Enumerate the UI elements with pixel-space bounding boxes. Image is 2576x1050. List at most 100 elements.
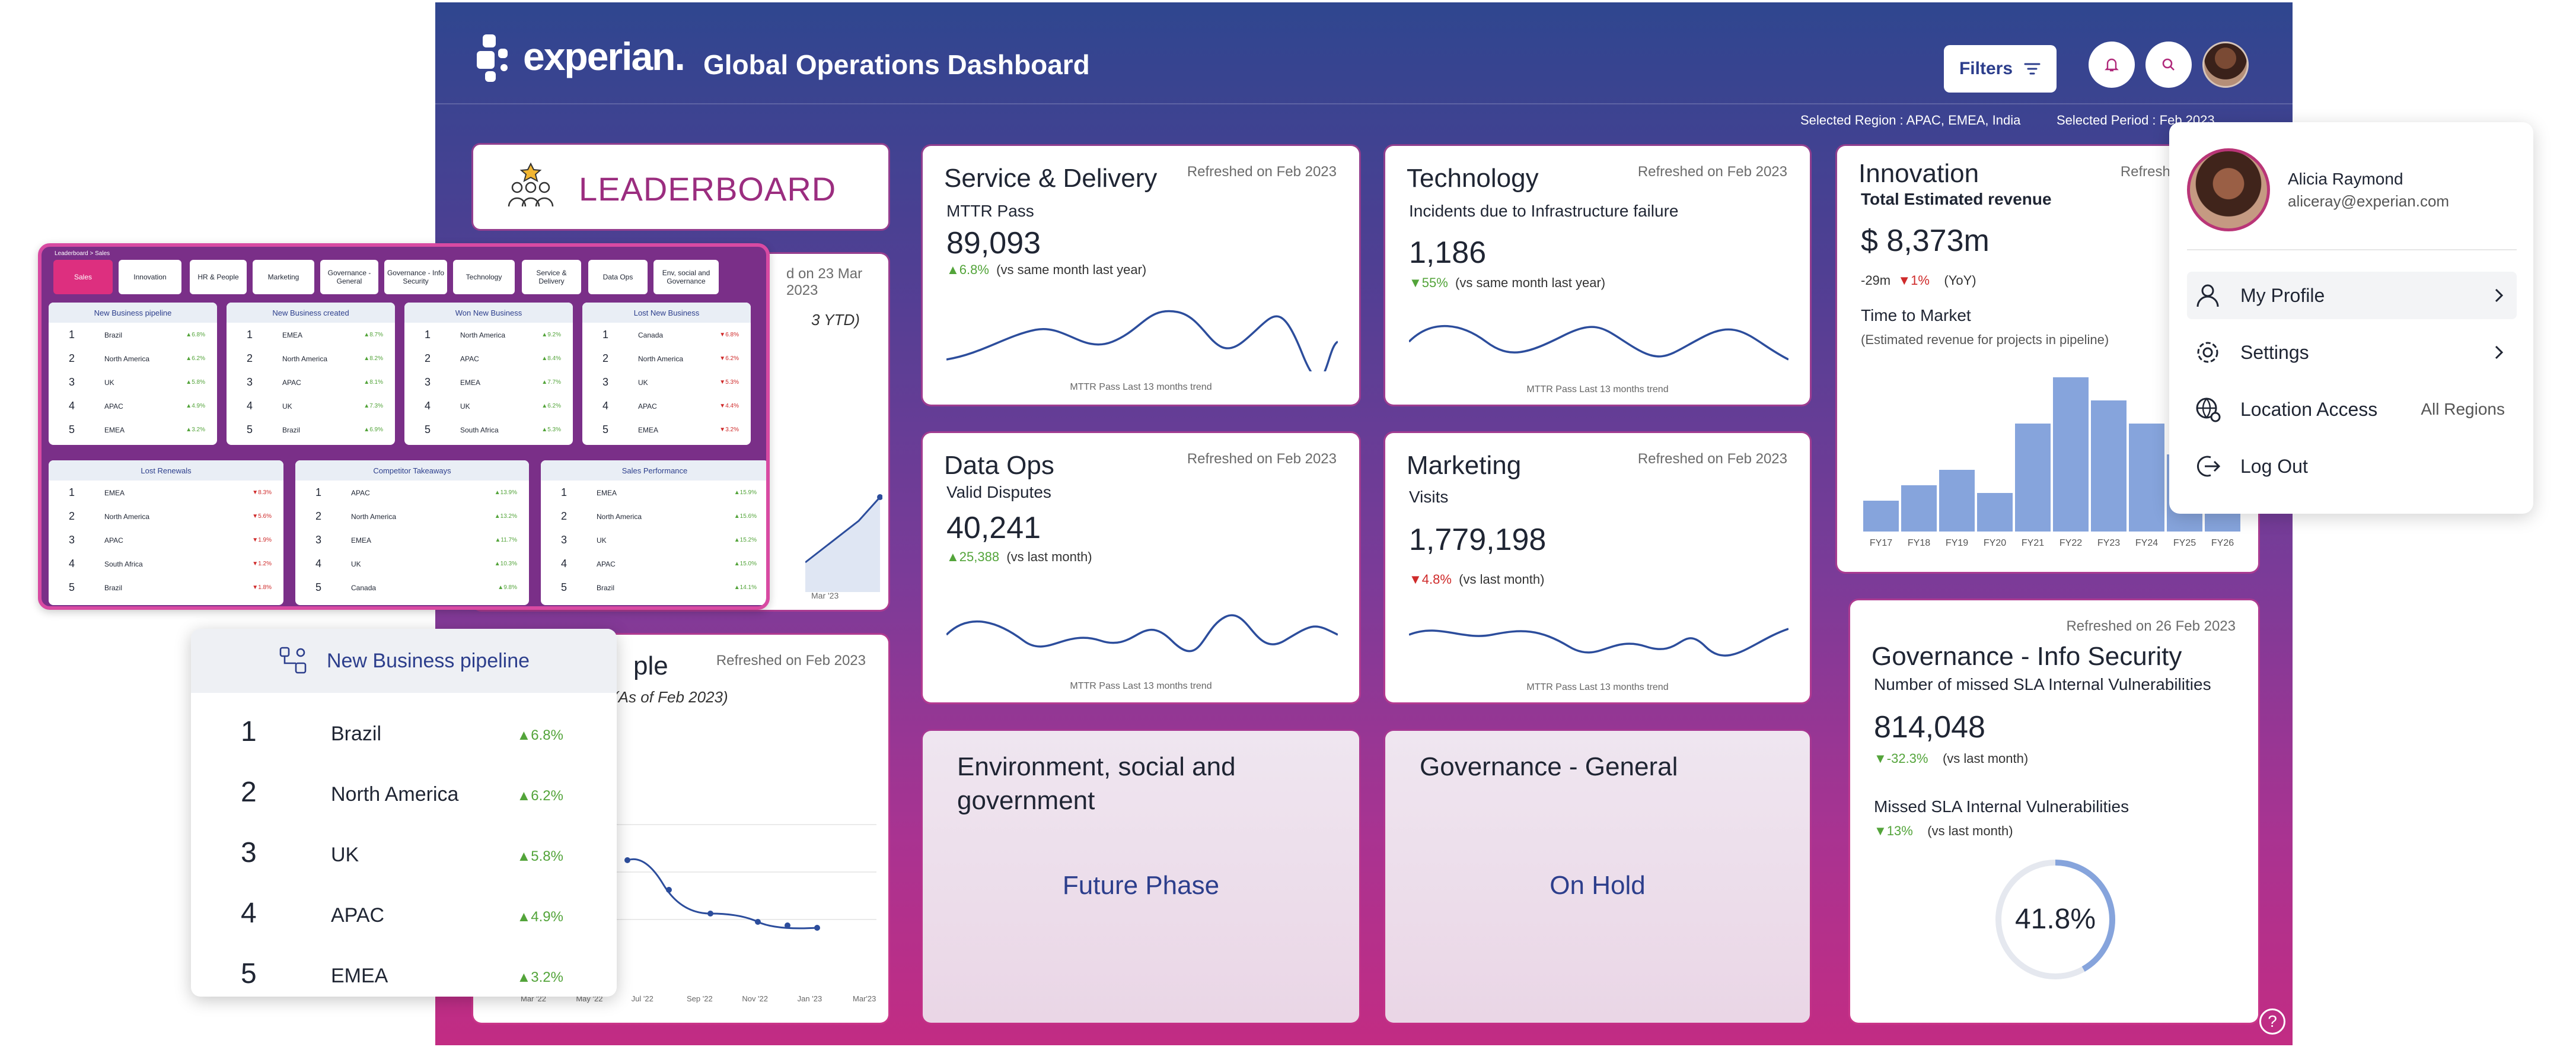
lb-rank: 1 bbox=[561, 486, 568, 498]
lb-region: Brazil bbox=[282, 426, 301, 434]
lb-panel-title: Competitor Takeaways bbox=[295, 460, 529, 481]
lb-tab[interactable]: HR & People bbox=[190, 260, 247, 294]
lb-row: 2 North America ▼5.6% bbox=[49, 510, 283, 528]
lb-region: Brazil bbox=[104, 331, 123, 339]
lb-panel[interactable]: Lost New Business 1 Canada ▼6.8% 2 North Amer… bbox=[582, 303, 751, 445]
lb-delta: ▼3.2% bbox=[719, 427, 739, 433]
divider bbox=[2187, 249, 2517, 250]
pipeline-region: North America bbox=[331, 783, 459, 806]
lb-region: APAC bbox=[282, 378, 301, 387]
pipeline-delta: ▲5.8% bbox=[517, 848, 563, 864]
lb-rank: 3 bbox=[315, 534, 322, 546]
vulnerability-gauge bbox=[1995, 860, 2115, 979]
card-title: Technology bbox=[1407, 164, 1539, 193]
card-refreshed: Refreshed on Feb 2023 bbox=[1187, 164, 1337, 180]
menu-item-label: Location Access bbox=[2240, 398, 2378, 420]
ttm-bar bbox=[2015, 424, 2051, 532]
menu-item-my-profile[interactable]: My Profile bbox=[2187, 272, 2517, 319]
lb-region: APAC bbox=[351, 489, 370, 497]
pipeline-region: APAC bbox=[331, 904, 385, 927]
pipeline-row: 4 APAC ▲4.9% bbox=[191, 889, 617, 936]
card-delta: ▼1% bbox=[1898, 273, 1930, 288]
card-value: 1,186 bbox=[1409, 236, 1487, 270]
lb-tab[interactable]: Governance - General bbox=[320, 260, 378, 294]
lb-rank: 1 bbox=[69, 329, 75, 341]
lb-region: EMEA bbox=[597, 489, 617, 497]
technology-card[interactable]: Technology Refreshed on Feb 2023 Inciden… bbox=[1385, 146, 1810, 405]
menu-item-extra: All Regions bbox=[2421, 400, 2505, 418]
gauge-value: 41.8% bbox=[2014, 903, 2096, 935]
lb-region: UK bbox=[351, 560, 361, 568]
card-sub-title: Time to Market bbox=[1861, 306, 1971, 324]
lb-row: 3 UK ▼5.3% bbox=[582, 376, 751, 394]
pipeline-rank: 2 bbox=[241, 777, 257, 808]
card-trend-label: MTTR Pass Last 13 months trend bbox=[1526, 682, 1669, 692]
lb-tab[interactable]: Sales bbox=[53, 260, 113, 294]
service-delivery-card[interactable]: Service & Delivery Refreshed on Feb 2023… bbox=[923, 146, 1359, 405]
lb-delta: ▲5.8% bbox=[186, 379, 205, 386]
governance-general-card[interactable]: Governance - General On Hold bbox=[1385, 731, 1810, 1023]
lb-row: 5 Brazil ▲6.9% bbox=[227, 424, 395, 441]
lb-region: South Africa bbox=[104, 560, 143, 568]
marketing-card[interactable]: Marketing Refreshed on Feb 2023 Visits 1… bbox=[1385, 433, 1810, 702]
lb-panel[interactable]: Lost Renewals 1 EMEA ▼8.3% 2 North America ▼5.… bbox=[49, 460, 283, 605]
governance-info-security-card[interactable]: Refreshed on 26 Feb 2023 Governance - In… bbox=[1850, 600, 2258, 1023]
lb-tab[interactable]: Marketing bbox=[253, 260, 314, 294]
leaderboard-preview: Leaderboard > Sales Sales Innovation HR & … bbox=[38, 243, 770, 610]
lb-delta: ▲9.2% bbox=[541, 332, 561, 338]
gauge-arc bbox=[1995, 860, 2115, 979]
lb-panel[interactable]: Sales Performance 1 EMEA ▲15.9% 2 North Ameri… bbox=[541, 460, 766, 605]
phase-title: Governance - General bbox=[1420, 752, 1678, 781]
pipeline-region: UK bbox=[331, 844, 359, 866]
lb-rank: 2 bbox=[561, 510, 568, 522]
lb-panel[interactable]: New Business pipeline 1 Brazil ▲6.8% 2 North … bbox=[49, 303, 217, 445]
card-delta-note: (vs last month) bbox=[1459, 572, 1545, 587]
lb-panel[interactable]: Won New Business 1 North America ▲9.2% 2 APAC… bbox=[404, 303, 573, 445]
menu-item-log-out[interactable]: Log Out bbox=[2187, 443, 2517, 490]
people-x-tick: Nov '22 bbox=[742, 994, 768, 1003]
lb-panel[interactable]: New Business created 1 EMEA ▲8.7% 2 North Ame… bbox=[227, 303, 395, 445]
card-delta: ▲25,388 bbox=[946, 549, 1000, 564]
filters-button[interactable]: Filters bbox=[1944, 45, 2057, 93]
lb-tab[interactable]: Data Ops bbox=[588, 260, 648, 294]
esg-card[interactable]: Environment, social and government Futur… bbox=[923, 731, 1359, 1023]
leaderboard-card[interactable]: LEADERBOARD bbox=[473, 145, 888, 229]
lb-region: North America bbox=[638, 355, 684, 363]
lb-row: 4 South Africa ▼1.2% bbox=[49, 558, 283, 575]
notifications-button[interactable] bbox=[2089, 42, 2135, 88]
card-value: $ 8,373m bbox=[1861, 224, 1990, 258]
hidden-card-refreshed: d on 23 Mar 2023 bbox=[786, 266, 863, 298]
lb-row: 4 UK ▲6.2% bbox=[404, 400, 573, 418]
pipeline-rank: 3 bbox=[241, 837, 257, 868]
dataops-sparkline bbox=[946, 614, 1338, 653]
selected-region: Selected Region : APAC, EMEA, India bbox=[1800, 113, 2021, 128]
user-icon bbox=[2196, 284, 2219, 307]
help-icon[interactable]: ? bbox=[2259, 1008, 2285, 1035]
lb-delta: ▲7.3% bbox=[364, 403, 383, 409]
user-avatar-button[interactable] bbox=[2202, 42, 2249, 88]
lb-rank: 4 bbox=[69, 558, 75, 569]
lb-delta: ▲15.0% bbox=[734, 561, 757, 567]
ttm-bar bbox=[2053, 377, 2089, 532]
lb-panel[interactable]: Competitor Takeaways 1 APAC ▲13.9% 2 North Am… bbox=[295, 460, 529, 605]
lb-tab[interactable]: Innovation bbox=[119, 260, 181, 294]
lb-tab[interactable]: Service & Delivery bbox=[522, 260, 581, 294]
menu-item-location-access[interactable]: Location Access All Regions bbox=[2187, 386, 2517, 433]
lb-rank: 4 bbox=[602, 400, 609, 412]
lb-tab[interactable]: Governance - Info Security bbox=[384, 260, 447, 294]
search-button[interactable] bbox=[2145, 42, 2192, 88]
gear-icon bbox=[2197, 342, 2218, 363]
lb-tab[interactable]: Env, social and Governance bbox=[653, 260, 719, 294]
lb-delta: ▲8.4% bbox=[541, 355, 561, 362]
card-metric: Valid Disputes bbox=[946, 483, 1051, 501]
lb-delta: ▲6.9% bbox=[364, 427, 383, 433]
lb-region: Brazil bbox=[597, 584, 615, 592]
hidden-card-x-label: Mar '23 bbox=[811, 591, 839, 600]
lb-tab[interactable]: Technology bbox=[453, 260, 515, 294]
experian-logo[interactable]: experian. bbox=[477, 31, 686, 82]
filters-label: Filters bbox=[1959, 59, 2013, 78]
leaderboard-label: LEADERBOARD bbox=[579, 170, 837, 208]
ttm-x-label: FY17 bbox=[1870, 538, 1892, 548]
data-ops-card[interactable]: Data Ops Refreshed on Feb 2023 Valid Dis… bbox=[923, 433, 1359, 702]
menu-item-settings[interactable]: Settings bbox=[2187, 329, 2517, 376]
